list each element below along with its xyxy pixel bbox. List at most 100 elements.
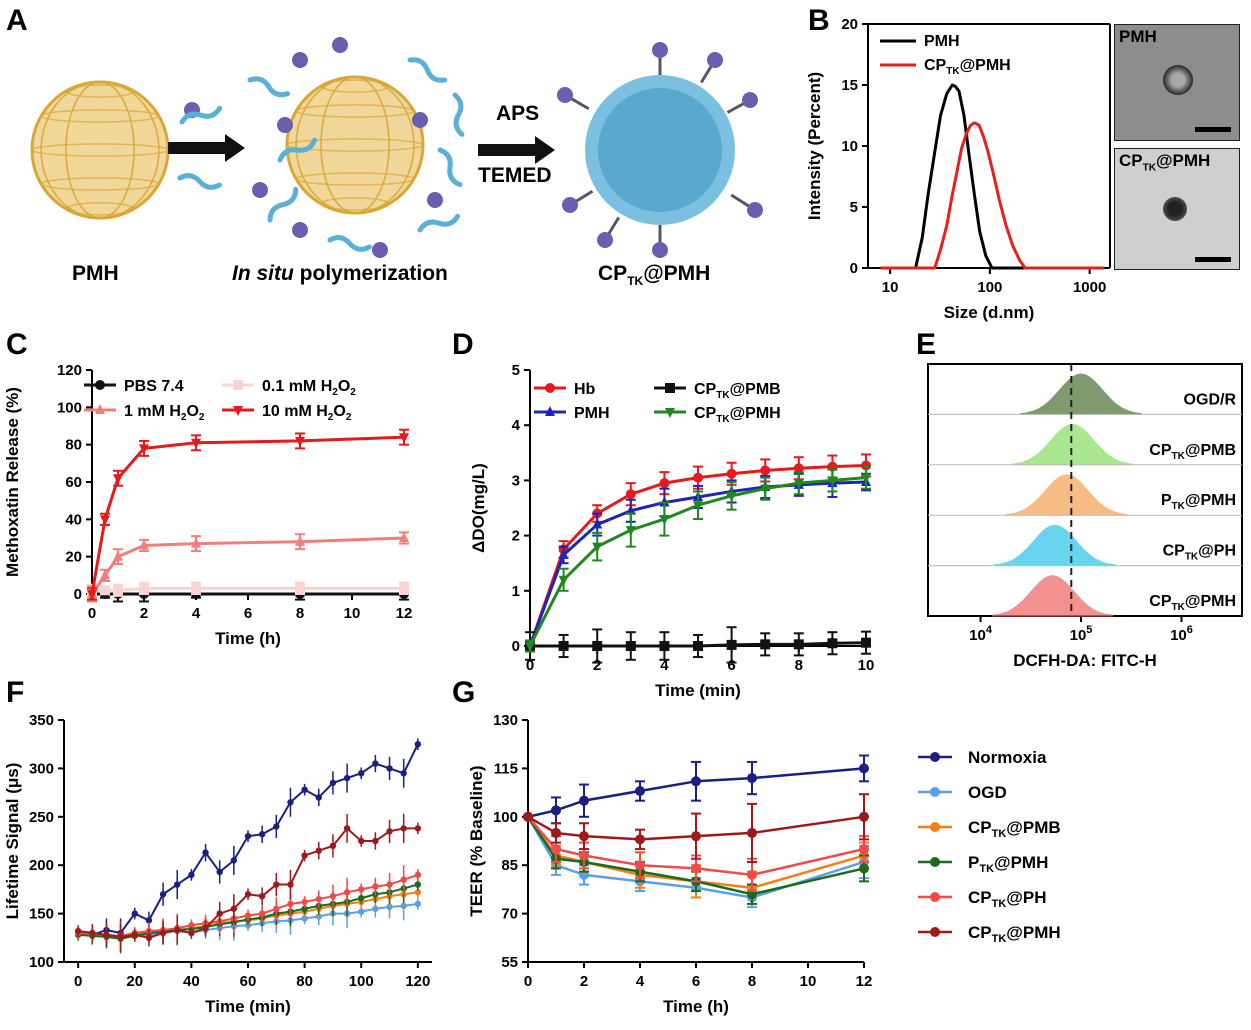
nanoparticle-dot (1163, 65, 1193, 95)
label-part: 2 (350, 387, 356, 398)
label-part: CP (968, 923, 992, 942)
data-point (414, 900, 422, 908)
label-part: CP (968, 888, 992, 907)
series-cp-pmh (523, 793, 869, 863)
data-point (827, 476, 838, 487)
series-cp-pmh (525, 465, 871, 653)
y-tick-label: 115 (494, 760, 518, 777)
y-tick-label: 40 (65, 511, 82, 528)
data-point (400, 770, 407, 777)
data-point (693, 501, 703, 512)
histogram-4 (991, 575, 1114, 617)
data-point (859, 844, 869, 855)
arrow-1 (168, 134, 245, 162)
x-tick-label: 105 (1070, 624, 1093, 644)
data-point (399, 532, 409, 542)
data-point (861, 637, 871, 648)
data-point (635, 785, 645, 796)
data-point (287, 900, 294, 908)
polymer-chain (437, 147, 463, 188)
data-point (414, 871, 422, 879)
label-part: CP (1163, 543, 1186, 560)
label-part: CP (968, 818, 992, 837)
data-point (400, 876, 407, 883)
label-subscript: TK (992, 933, 1007, 945)
label-part: 10 mM H (262, 403, 328, 420)
data-point (89, 929, 96, 937)
x-tick-label: 10 (800, 973, 817, 990)
label-part: O (333, 403, 345, 420)
data-point (592, 542, 603, 553)
panel-label-c: C (6, 328, 28, 361)
data-point (372, 760, 379, 767)
y-tick-label: 2 (512, 528, 520, 545)
y-tick-label: 4 (512, 417, 521, 434)
data-point (287, 799, 294, 806)
label-subscript: TK (992, 828, 1007, 840)
y-tick-label: 300 (29, 760, 54, 777)
label-part: P (1161, 492, 1172, 509)
data-point (113, 585, 123, 596)
label-part: @PMH (1006, 923, 1060, 942)
polymer-chain (452, 92, 465, 137)
data-point (665, 408, 675, 418)
y-tick-label: 55 (501, 954, 518, 971)
data-point (358, 886, 365, 893)
series-line (880, 121, 1105, 270)
schematic-label-suffix: @PMH (643, 262, 711, 285)
y-tick-label: 15 (841, 77, 858, 94)
tem-image-pmh: PMH (1114, 24, 1240, 141)
label-part: 2 (346, 412, 352, 423)
y-tick-label: 70 (501, 906, 518, 923)
x-tick-label: 60 (240, 973, 257, 990)
y-tick-label: 150 (29, 906, 54, 923)
data-point (295, 535, 305, 546)
y-tick-label: 250 (29, 809, 54, 826)
data-point (386, 828, 393, 835)
x-tick-label: 2 (580, 973, 588, 990)
arrow-label-aps: APS (496, 102, 540, 125)
polymer-chain (179, 105, 223, 125)
data-point (301, 786, 308, 793)
data-point (545, 383, 555, 393)
series-10-mm-h2o2 (87, 428, 409, 601)
legend-label: CPTK@PMB (1149, 442, 1236, 462)
x-axis-label: Time (min) (655, 681, 741, 700)
data-point (216, 910, 223, 917)
label-part: O (186, 403, 198, 420)
sphere-parallel (286, 138, 424, 152)
data-point (329, 842, 337, 850)
data-point (386, 765, 393, 772)
data-point (258, 831, 266, 838)
x-tick-label: 100 (349, 973, 374, 990)
data-point (793, 479, 804, 490)
data-point (659, 478, 670, 489)
sphere-parallel (65, 202, 135, 216)
data-point (273, 881, 280, 888)
data-point (95, 404, 105, 414)
x-tick-label: 6 (692, 973, 700, 990)
data-point (343, 774, 351, 782)
legend-label: CPTK@PMH (924, 57, 1011, 77)
data-point (859, 863, 869, 874)
label-part: CP (1149, 593, 1172, 610)
data-point (793, 463, 804, 474)
data-point (329, 779, 337, 787)
legend-label: PBS 7.4 (124, 378, 184, 395)
schematic-label-cp: CP (598, 262, 628, 285)
legend-label: OGD/R (1184, 391, 1237, 408)
monomer-bead (412, 112, 428, 128)
label-part: @PMH (960, 57, 1011, 74)
x-tick-label: 80 (296, 973, 313, 990)
schematic-label-polymerization: In situ polymerization (232, 262, 448, 286)
legend-label: PTK@PMH (968, 853, 1048, 875)
y-tick-label: 0 (850, 260, 858, 277)
label-part: 1 mM H (124, 403, 181, 420)
y-tick-label: 20 (841, 16, 858, 33)
data-point (145, 934, 153, 941)
y-tick-label: 5 (850, 199, 858, 216)
data-point (295, 583, 305, 594)
label-part: @PMB (730, 381, 781, 398)
data-point (691, 863, 701, 874)
series-cp-pmb (525, 626, 871, 664)
